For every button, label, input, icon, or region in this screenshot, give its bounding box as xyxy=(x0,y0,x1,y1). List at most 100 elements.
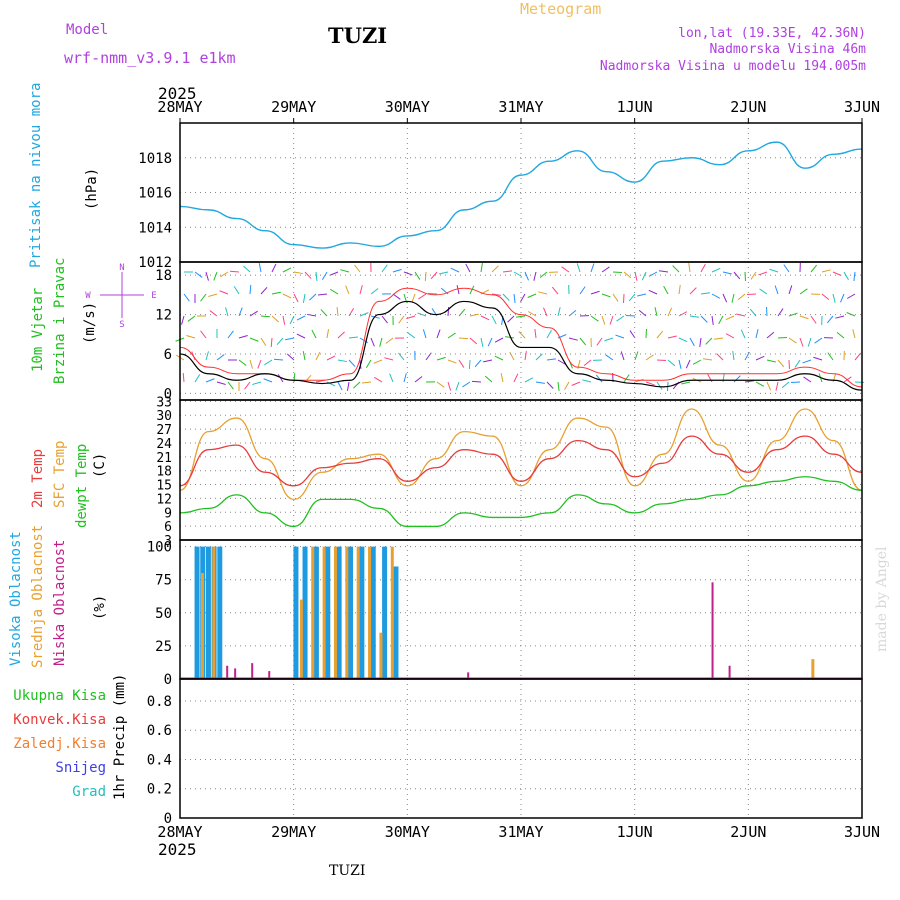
wind-arrow xyxy=(418,293,427,300)
wind-arrow xyxy=(722,293,728,303)
wind-arrow xyxy=(821,293,830,301)
y-tick-cloud: 0 xyxy=(164,672,172,688)
wind-arrow xyxy=(535,353,543,361)
wind-arrow xyxy=(527,293,537,298)
wind-arrow xyxy=(252,381,262,385)
wind-arrow xyxy=(353,381,361,389)
wind-arrow xyxy=(406,315,416,320)
wind-arrow xyxy=(628,293,636,302)
y-tick-precip: 0.8 xyxy=(147,694,172,710)
wind-arrow xyxy=(436,356,446,361)
wind-speed-line xyxy=(179,300,863,391)
wind-arrow xyxy=(615,334,625,339)
x-tick-bottom: 30MAY xyxy=(385,823,430,841)
wind-arrow xyxy=(208,293,218,297)
wind-arrow xyxy=(392,268,402,273)
wind-arrow xyxy=(216,354,225,361)
wind-arrow xyxy=(205,351,209,361)
y-tick-cloud: 75 xyxy=(155,573,172,589)
wind-arrow xyxy=(744,351,750,361)
y-tick-pressure: 1012 xyxy=(138,255,172,271)
wind-arrow xyxy=(225,307,229,317)
cloud-bar xyxy=(302,546,308,679)
temp-label-3: dewpt Temp xyxy=(74,444,90,528)
cloud-bar xyxy=(348,546,353,679)
wind-arrow xyxy=(524,351,527,361)
y-tick-temp: 30 xyxy=(156,409,172,424)
cloud-bar xyxy=(268,671,271,679)
wind-arrow xyxy=(260,337,267,346)
compass-s: S xyxy=(119,320,124,330)
wind-arrow xyxy=(381,315,388,324)
wind-arrow xyxy=(317,293,328,296)
wind-arrow xyxy=(663,285,669,295)
wind-arrow xyxy=(494,337,504,343)
wind-arrow xyxy=(623,271,632,279)
wind-arrow xyxy=(348,336,359,339)
wind-arrow xyxy=(483,359,493,363)
wind-arrow xyxy=(260,286,268,295)
cloud-label-3: Niska Oblacnost xyxy=(52,540,68,666)
wind-arrow xyxy=(238,307,243,317)
wind-arrow xyxy=(263,378,273,383)
wind-arrow xyxy=(538,291,548,295)
wind-arrow xyxy=(766,381,772,391)
wind-arrow xyxy=(219,290,229,295)
wind-arrow xyxy=(788,312,798,317)
wind-arrow xyxy=(638,309,647,317)
wind-arrow xyxy=(777,359,785,368)
wind-arrow xyxy=(513,271,523,277)
wind-arrow xyxy=(700,263,706,273)
wind-arrow xyxy=(348,359,356,367)
y-tick-temp: 9 xyxy=(164,506,172,521)
wind-arrow xyxy=(468,359,471,370)
wind-arrow xyxy=(365,359,372,368)
wind-arrow xyxy=(379,337,383,347)
wind-arrow xyxy=(769,268,779,273)
temp-2m-line xyxy=(179,435,863,487)
wind-arrow xyxy=(194,271,203,278)
wind-arrow xyxy=(714,337,724,340)
wind-arrow xyxy=(285,337,295,341)
wind-arrow xyxy=(330,288,339,295)
wind-arrow xyxy=(447,332,456,339)
wind-arrow xyxy=(810,264,818,273)
wind-arrow xyxy=(731,293,735,303)
wind-arrow xyxy=(777,308,784,317)
y-tick-precip: 0 xyxy=(164,811,172,827)
wind-arrow xyxy=(315,351,321,361)
wind-arrow xyxy=(546,329,552,339)
wind-arrow xyxy=(307,313,317,317)
wind-arrow xyxy=(181,315,185,325)
wind-arrow xyxy=(337,359,347,363)
y-tick-temp: 27 xyxy=(156,423,172,438)
wind-arrow xyxy=(381,264,388,273)
x-tick-top: 31MAY xyxy=(498,98,543,116)
wind-unit: (m/s) xyxy=(82,302,98,344)
wind-arrow xyxy=(732,351,735,361)
wind-arrow xyxy=(273,358,284,361)
cloud-bar xyxy=(251,663,254,679)
wind-arrow xyxy=(491,265,499,273)
wind-arrow xyxy=(623,374,630,383)
wind-arrow xyxy=(766,359,776,363)
compass-rose-icon: N E S W xyxy=(85,263,156,330)
wind-arrow xyxy=(659,270,669,273)
wind-arrow xyxy=(436,381,445,388)
temp-label-1: 2m Temp xyxy=(30,449,46,508)
wind-arrow xyxy=(436,329,441,339)
wind-arrow xyxy=(249,359,253,369)
cloud-bar xyxy=(393,566,399,679)
x-tick-bottom: 3JUN xyxy=(844,823,880,841)
precip-legend-label: Konvek.Kisa xyxy=(13,712,106,728)
y-tick-temp: 21 xyxy=(156,451,172,466)
wind-arrow xyxy=(601,266,610,273)
wind-arrow xyxy=(557,359,567,365)
wind-arrow xyxy=(568,309,577,317)
wind-arrow xyxy=(417,312,427,317)
cloud-bar xyxy=(390,546,394,679)
y-tick-temp: 15 xyxy=(156,479,172,494)
precip-legend-label: Grad xyxy=(72,784,106,800)
wind-arrow xyxy=(471,380,482,383)
wind-arrow xyxy=(507,315,515,323)
